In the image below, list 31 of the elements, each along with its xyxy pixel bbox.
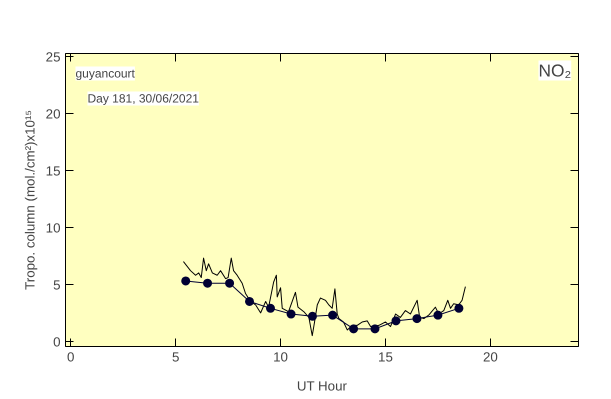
- point: [203, 278, 212, 288]
- y-tick-label: 20: [46, 106, 61, 122]
- y-tick-label: 15: [46, 163, 61, 178]
- point: [349, 324, 358, 334]
- point: [328, 310, 338, 320]
- line-series: [182, 258, 466, 336]
- point: [245, 296, 254, 306]
- annotation: Day 181, 30/06/2021: [88, 92, 200, 106]
- point: [454, 304, 464, 313]
- x-tick-label: 20: [482, 350, 498, 364]
- x-axis-title: UT Hour: [296, 378, 348, 394]
- point: [266, 304, 275, 313]
- y-axis-title: Tropo. column (mol./cm²)x10¹⁵: [22, 110, 38, 290]
- point: [308, 312, 317, 321]
- annotation: guyancourt: [76, 66, 136, 80]
- y-tick-label: 10: [46, 220, 61, 236]
- point: [391, 316, 400, 326]
- point: [286, 310, 296, 318]
- y-tick-label: 5: [53, 277, 61, 292]
- point: [412, 314, 422, 324]
- point: [181, 276, 190, 286]
- point: [370, 324, 380, 334]
- x-tick-label: 5: [172, 350, 180, 364]
- y-tick-label: 25: [46, 49, 61, 64]
- y-tick-label: 0: [53, 334, 61, 350]
- point: [433, 310, 442, 320]
- x-tick-label: 10: [273, 350, 288, 364]
- point: [225, 278, 234, 288]
- x-tick-label: 15: [378, 350, 393, 364]
- annotation: NO₂: [538, 60, 572, 80]
- x-tick-label: 0: [67, 350, 74, 364]
